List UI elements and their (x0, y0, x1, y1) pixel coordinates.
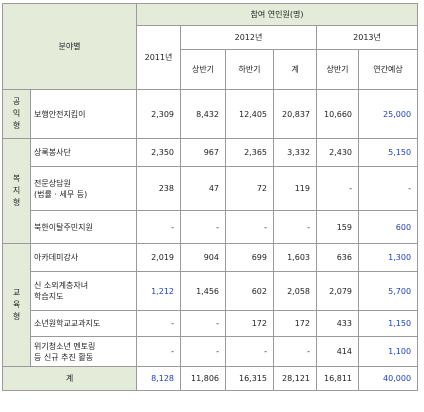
cell-2012-h2: 72 (225, 166, 274, 211)
cell-2013-h1: 159 (316, 210, 359, 244)
cell-2013-forecast: - (357, 166, 419, 211)
cell-2012-h2: 12,405 (225, 89, 274, 139)
field-header: 분야별 (2, 3, 137, 90)
cell-2012-sum: 2,058 (273, 271, 317, 311)
h1-2012-header: 상반기 (180, 49, 226, 90)
cell-2012-h1: - (180, 310, 226, 337)
year-2013-header: 2013년 (315, 25, 419, 50)
row-name: 아카데미강사 (30, 243, 137, 272)
cell-2012-sum: 1,603 (273, 243, 317, 272)
total-2012-sum: 28,121 (273, 366, 317, 391)
cell-2012-h2: - (225, 210, 274, 244)
total-2012-h2: 16,315 (225, 366, 274, 391)
row-name: 위기청소년 멘토링 등 신규 추진 활동 (30, 336, 137, 367)
cell-2011: 2,350 (136, 138, 181, 167)
row-name: 전문상담원 (법률 · 세무 등) (30, 166, 137, 211)
cell-2012-h2: - (225, 336, 274, 367)
cell-2013-forecast: 1,100 (357, 336, 419, 367)
cell-2011: 2,019 (136, 243, 181, 272)
row-name: 신 소외계층자녀 학습지도 (30, 271, 137, 311)
participants-header: 참여 연인원(명) (135, 3, 419, 26)
year-2012-header: 2012년 (180, 25, 317, 50)
row-name: 소년원학교교과지도 (30, 310, 137, 337)
cell-2012-h2: 602 (225, 271, 274, 311)
cell-2012-sum: 3,332 (273, 138, 317, 167)
cell-2012-h1: 904 (180, 243, 226, 272)
cell-2013-forecast: 25,000 (357, 89, 419, 139)
total-2011: 8,128 (136, 366, 181, 391)
cell-2011: - (136, 310, 181, 337)
cell-2012-h1: 8,432 (180, 89, 226, 139)
cell-2012-sum: 172 (273, 310, 317, 337)
row-name: 상록봉사단 (30, 138, 137, 167)
cell-2013-h1: 414 (316, 336, 359, 367)
total-2012-h1: 11,806 (180, 366, 226, 391)
sum-2012-header: 계 (273, 49, 317, 90)
cell-2012-h1: 967 (180, 138, 226, 167)
participation-table: 분야별 참여 연인원(명) 2011년 2012년 2013년 상반기 하반기 … (2, 3, 419, 391)
cell-2013-h1: - (316, 166, 359, 211)
cell-2011: 2,309 (136, 89, 181, 139)
cell-2013-forecast: 1,300 (357, 243, 419, 272)
cell-2012-sum: 119 (273, 166, 317, 211)
cell-2013-forecast: 5,150 (357, 138, 419, 167)
cell-2013-h1: 2,430 (316, 138, 359, 167)
cell-2012-h2: 699 (225, 243, 274, 272)
h1-2013-header: 상반기 (316, 49, 359, 90)
cell-2012-h1: 1,456 (180, 271, 226, 311)
cell-2011: 238 (136, 166, 181, 211)
cell-2013-h1: 2,079 (316, 271, 359, 311)
cell-2013-h1: 10,660 (316, 89, 359, 139)
row-name: 북한이탈주민지원 (30, 210, 137, 244)
cell-2012-sum: - (273, 336, 317, 367)
cell-2013-forecast: 5,700 (357, 271, 419, 311)
cell-2012-h1: 47 (180, 166, 226, 211)
cell-2012-h1: - (180, 336, 226, 367)
cell-2013-h1: 433 (316, 310, 359, 337)
year-2011-header: 2011년 (136, 25, 181, 90)
cell-2012-h2: 2,365 (225, 138, 274, 167)
cell-2013-h1: 636 (316, 243, 359, 272)
total-label: 계 (2, 366, 137, 391)
cell-2011: - (136, 336, 181, 367)
cell-2011: 1,212 (136, 271, 181, 311)
forecast-2013-header: 연간예상 (357, 49, 419, 90)
row-name: 보행안전지킴이 (30, 89, 137, 139)
cell-2012-sum: - (273, 210, 317, 244)
total-2013-h1: 16,811 (316, 366, 359, 391)
cell-2012-h1: - (180, 210, 226, 244)
cell-2013-forecast: 600 (357, 210, 419, 244)
cell-2011: - (136, 210, 181, 244)
cell-2012-sum: 20,837 (273, 89, 317, 139)
h2-2012-header: 하반기 (225, 49, 274, 90)
cell-2013-forecast: 1,150 (357, 310, 419, 337)
cell-2012-h2: 172 (225, 310, 274, 337)
total-2013-forecast: 40,000 (357, 366, 419, 391)
